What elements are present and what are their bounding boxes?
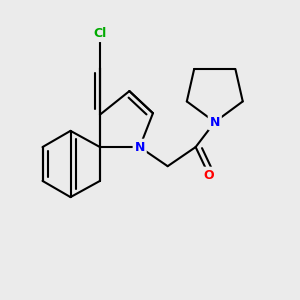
Text: Cl: Cl [93,27,106,40]
Text: N: N [210,116,220,128]
Text: N: N [134,141,145,154]
Text: O: O [204,169,214,182]
